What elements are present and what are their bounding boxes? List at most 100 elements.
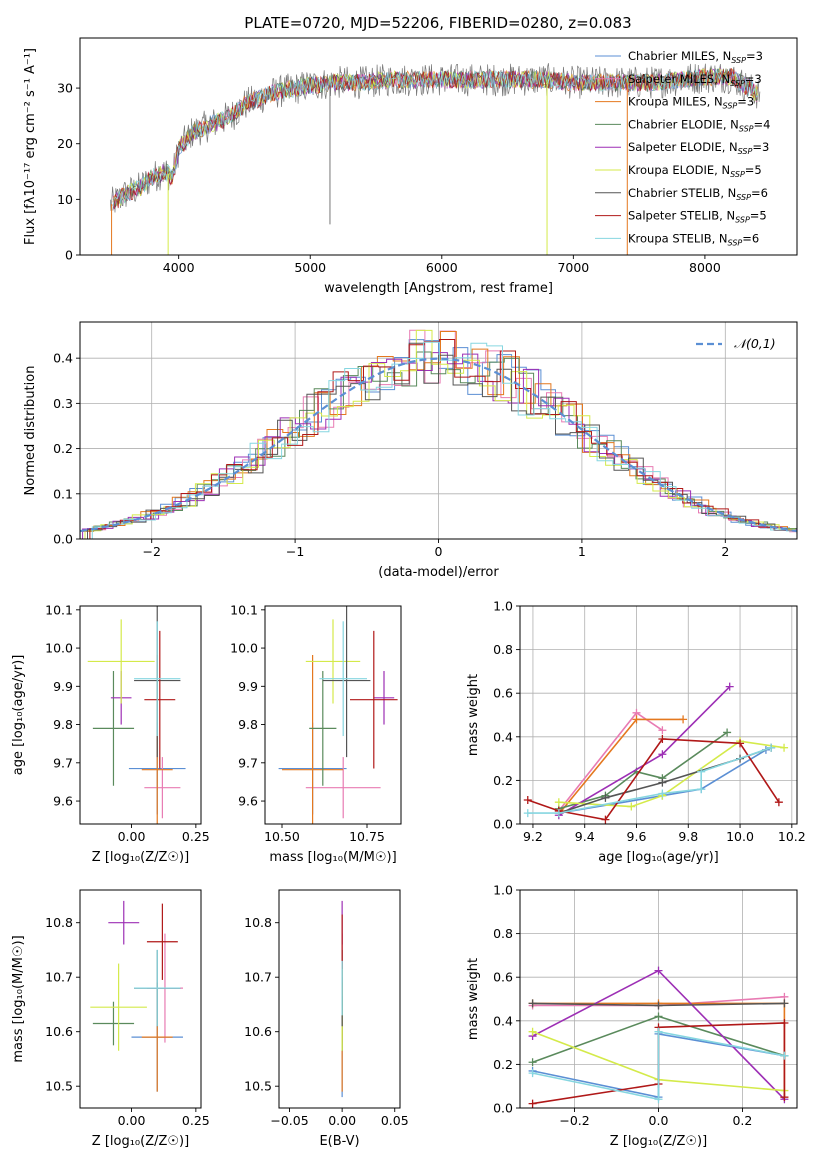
y-tick-label: 0.0 [493,1101,513,1116]
weight-series [523,682,789,824]
weight-marker [601,793,610,802]
x-tick-label: 2 [721,544,729,559]
weight-marker [654,1001,663,1010]
x-axis-label: Z [log₁₀(Z/Z☉)] [92,1134,189,1149]
y-tick-label: 10.1 [45,602,73,617]
spectrum-legend: Chabrier MILES, NSSP=3 Salpeter MILES, NS… [595,49,770,247]
residuals-panel: −2 −1 0 1 2 0.0 0.1 0.2 0.3 0.4 (data-model)/error… [23,321,798,580]
weight-marker [632,715,641,724]
y-tick-label: 0.8 [493,926,513,941]
errorbar-point [373,671,395,725]
x-tick-label: 0.00 [118,1113,146,1128]
weight-marker [780,1051,789,1060]
y-tick-label: 20 [57,136,73,151]
spectrum-model-0 [112,67,758,206]
y-tick-label: 9.6 [53,794,73,809]
weight-marker [528,1099,537,1108]
x-tick-label: 9.8 [678,829,698,844]
errorbar-point [305,619,361,704]
x-tick-label: 4000 [163,260,195,275]
spectrum-lines [109,63,761,255]
x-tick-label: 0.25 [182,1113,210,1128]
weight-vs-age-panel: 9.2 9.4 9.6 9.8 10.0 10.2 0.0 0.2 0.4 0.6 0.8 1.0 ag… [466,599,806,866]
x-axis-label: (data-model)/error [378,565,499,580]
figure-title: PLATE=0720, MJD=52206, FIBERID=0280, z=0… [244,14,631,32]
y-tick-label: 0.2 [493,773,513,788]
errorbar-point [146,903,178,980]
y-tick-label: 0.2 [493,1057,513,1072]
y-axis-label: age [log₁₀(age/yr)] [11,655,26,776]
y-tick-label: 0.3 [53,396,73,411]
weight-marker [780,1093,789,1102]
x-tick-label: 0.2 [732,1113,752,1128]
weight-line-8 [532,1030,785,1101]
y-tick-label: 10.5 [45,1079,73,1094]
y-tick-label: 10.5 [244,1079,272,1094]
errorbar-point [322,606,371,758]
histograms [80,329,797,539]
mass-vs-Z-panel: 0.00 0.25 10.5 10.6 10.7 10.8 Z [log₁₀(Z/Z☉)] m… [11,889,210,1149]
legend-entry: Chabrier STELIB, NSSP=6 [628,186,768,202]
axes-frame [79,37,798,256]
weight-line-0 [558,749,767,814]
weight-marker [554,798,563,807]
errorbar-point [87,619,155,704]
y-tick-label: 30 [57,81,73,96]
axes-frame [79,605,202,825]
weight-marker [658,734,667,743]
x-axis-label: age [log₁₀(age/yr)] [598,850,719,865]
x-tick-label: 0.00 [118,829,146,844]
y-tick-label: 0.6 [493,970,513,985]
errorbar-point [305,757,381,819]
spectrum-model-7 [112,68,758,209]
y-tick-label: 10.7 [244,970,272,985]
weight-line-2 [560,718,684,812]
y-axis-label: mass [log₁₀(M/M☉)] [11,935,26,1062]
weight-line-8 [527,746,772,814]
x-axis-label: mass [log₁₀(M/M☉)] [269,850,396,865]
weight-marker [697,785,706,794]
weight-marker [723,728,732,737]
x-tick-label: 0.00 [328,1113,356,1128]
x-tick-label: 8000 [689,260,721,275]
y-tick-label: 0.0 [493,817,513,832]
weight-marker [780,1018,789,1027]
x-tick-label: −1 [286,544,304,559]
histogram-4 [82,352,797,539]
y-tick-label: 10.8 [45,915,73,930]
x-tick-label: 10.50 [264,829,300,844]
y-tick-label: 9.6 [238,794,258,809]
gaussian-curve [80,357,797,533]
weight-marker [523,796,532,805]
errorbar-point [92,1001,135,1046]
legend-entry: 𝒩(0,1) [734,336,776,351]
errorbar-point [108,900,140,945]
y-tick-label: 0.4 [493,1013,513,1028]
legend-entry: Chabrier ELODIE, NSSP=4 [628,117,770,133]
weight-marker [658,789,667,798]
y-tick-label: 0.4 [493,729,513,744]
errorbar-point [134,621,181,737]
weight-marker [654,966,663,975]
weight-marker [725,682,734,691]
y-axis-label: Normed distribution [23,366,38,496]
age-vs-mass-panel: 10.50 10.75 9.6 9.7 9.8 9.9 10.0 10.1 mass [log₁… [230,602,402,865]
x-axis-label: E(B-V) [319,1134,359,1149]
weight-marker [658,778,667,787]
y-axis-label: mass weight [466,674,481,756]
x-tick-label: −0.2 [559,1113,589,1128]
spectrum-panel: 4000 5000 6000 7000 8000 0 10 20 30 wavelength [A… [23,37,798,296]
weight-marker [554,809,563,818]
legend-entry: Chabrier MILES, NSSP=3 [628,49,763,65]
y-tick-label: 9.8 [53,717,73,732]
weight-marker [528,1058,537,1067]
weight-marker [658,726,667,735]
y-tick-label: 10.0 [230,641,258,656]
legend-entry: Kroupa MILES, NSSP=3 [628,95,754,111]
x-axis-label: Z [log₁₀(Z/Z☉)] [92,850,189,865]
x-tick-label: 1 [578,544,586,559]
x-tick-label: 7000 [557,260,589,275]
weight-line-7 [527,738,780,821]
weight-vs-Z-panel: −0.2 0.0 0.2 0.0 0.2 0.4 0.6 0.8 1.0 Z [log₁₀(Z/Z… [466,883,798,1149]
